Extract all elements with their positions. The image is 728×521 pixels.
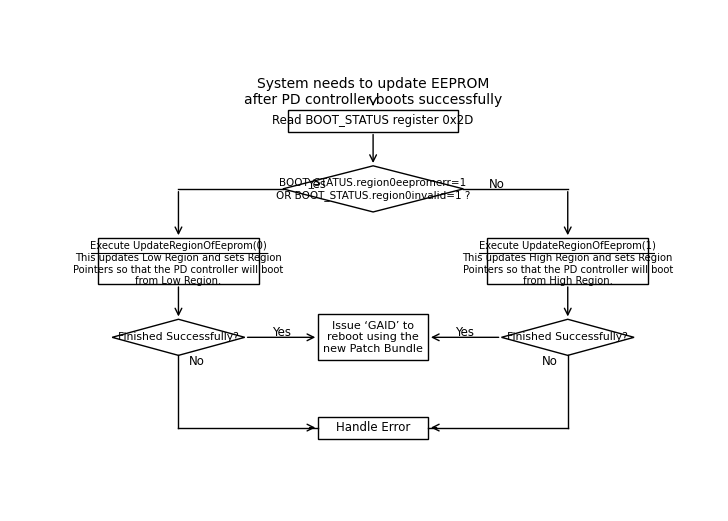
Polygon shape xyxy=(502,319,634,355)
Text: Read BOOT_STATUS register 0x2D: Read BOOT_STATUS register 0x2D xyxy=(272,114,474,127)
Text: Finished Successfully?: Finished Successfully? xyxy=(118,332,239,342)
Text: Execute UpdateRegionOfEeprom(1): Execute UpdateRegionOfEeprom(1) xyxy=(479,241,656,251)
Text: Issue ‘GAID’ to
reboot using the
new Patch Bundle: Issue ‘GAID’ to reboot using the new Pat… xyxy=(323,321,423,354)
Text: System needs to update EEPROM
after PD controller boots successfully: System needs to update EEPROM after PD c… xyxy=(244,77,502,107)
Text: Yes: Yes xyxy=(307,178,326,191)
Text: Handle Error: Handle Error xyxy=(336,421,411,434)
Text: Execute UpdateRegionOfEeprom(0): Execute UpdateRegionOfEeprom(0) xyxy=(90,241,267,251)
FancyBboxPatch shape xyxy=(288,109,458,132)
Text: Yes: Yes xyxy=(455,326,474,339)
Text: Finished Successfully?: Finished Successfully? xyxy=(507,332,628,342)
Polygon shape xyxy=(112,319,245,355)
FancyBboxPatch shape xyxy=(98,238,259,284)
FancyBboxPatch shape xyxy=(318,314,428,361)
FancyBboxPatch shape xyxy=(487,238,648,284)
Text: BOOT_STATUS.region0eepromerr=1
OR BOOT_STATUS.region0invalid=1 ?: BOOT_STATUS.region0eepromerr=1 OR BOOT_S… xyxy=(276,177,470,201)
Text: This updates Low Region and sets Region
Pointers so that the PD controller will : This updates Low Region and sets Region … xyxy=(74,253,284,287)
Text: No: No xyxy=(189,355,205,368)
Text: No: No xyxy=(542,355,558,368)
Text: Yes: Yes xyxy=(272,326,291,339)
FancyBboxPatch shape xyxy=(318,417,428,439)
Text: No: No xyxy=(489,178,505,191)
Polygon shape xyxy=(282,166,464,212)
Text: This updates High Region and sets Region
Pointers so that the PD controller will: This updates High Region and sets Region… xyxy=(462,253,673,287)
